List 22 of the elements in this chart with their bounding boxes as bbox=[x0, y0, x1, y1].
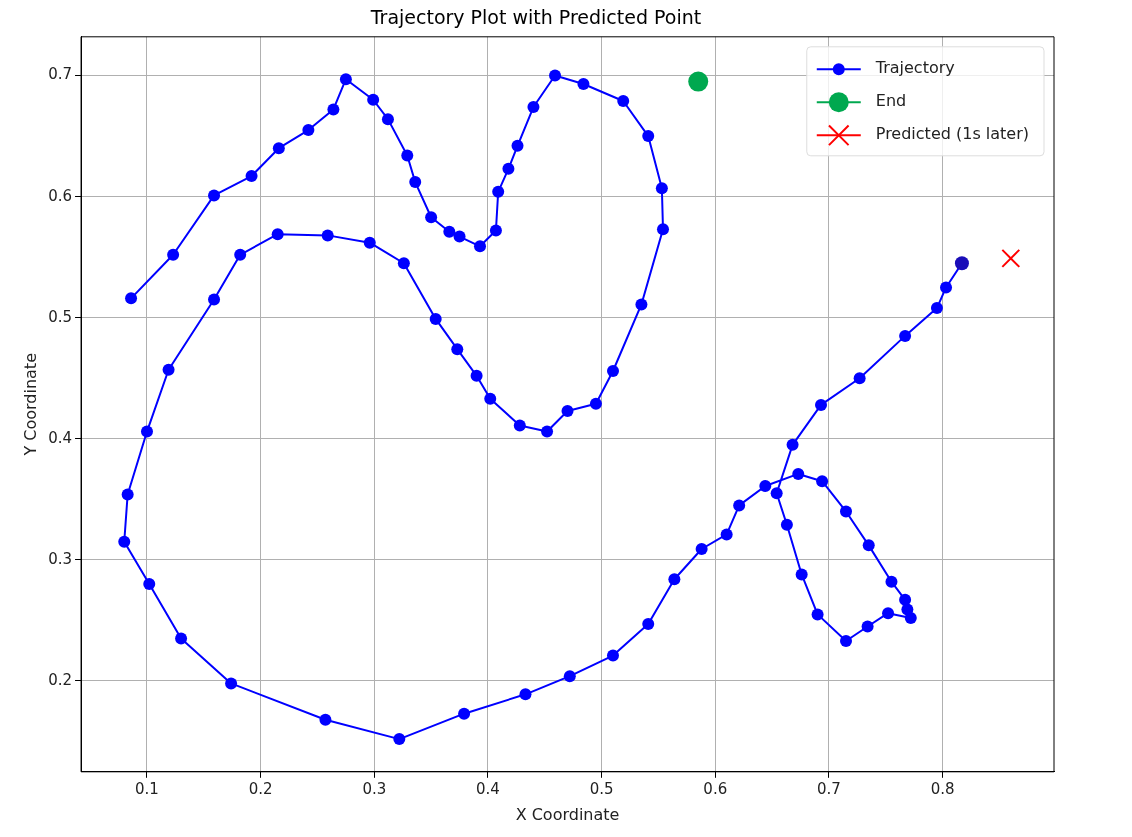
legend-label: End bbox=[875, 91, 907, 111]
x-tick-label: 0.1 bbox=[135, 779, 159, 798]
x-tick-label: 0.7 bbox=[817, 779, 841, 798]
x-tick-label: 0.3 bbox=[362, 779, 387, 798]
legend-label: Trajectory bbox=[874, 58, 955, 78]
x-axis-title: X Coordinate bbox=[515, 804, 620, 824]
x-tick-label: 0.2 bbox=[248, 779, 273, 798]
point bbox=[688, 71, 709, 92]
y-tick-label: 0.2 bbox=[48, 670, 73, 689]
legend-label: Predicted (1s later) bbox=[875, 124, 1030, 144]
y-tick-label: 0.4 bbox=[48, 428, 73, 447]
y-tick-label: 0.3 bbox=[48, 549, 73, 568]
x-tick-label: 0.5 bbox=[589, 779, 614, 798]
y-axis-title: Y Coordinate bbox=[20, 353, 40, 457]
y-tick-label: 0.7 bbox=[48, 65, 73, 84]
x-tick-label: 0.8 bbox=[930, 779, 955, 798]
x-tick-label: 0.4 bbox=[476, 779, 500, 798]
chart-title: Trajectory Plot with Predicted Point bbox=[369, 6, 702, 29]
x-tick-label: 0.6 bbox=[703, 779, 728, 798]
y-tick-label: 0.5 bbox=[48, 307, 73, 326]
y-tick-label: 0.6 bbox=[48, 186, 73, 205]
point bbox=[1001, 248, 1021, 268]
